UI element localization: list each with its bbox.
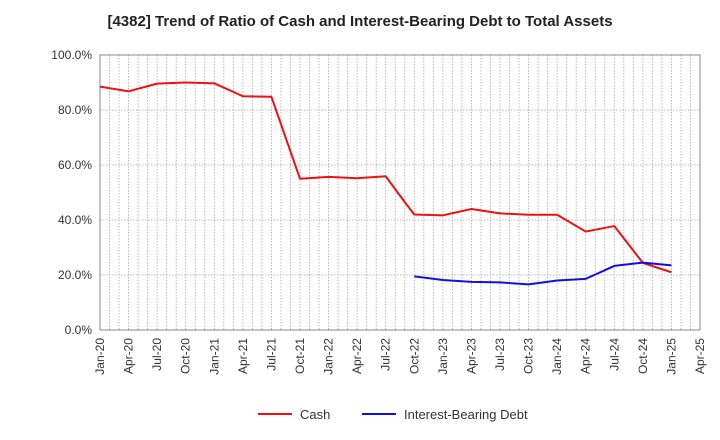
x-tick-label: Apr-24 [579, 338, 593, 374]
plot-frame [99, 54, 701, 331]
x-tick-label: Jul-22 [379, 338, 393, 371]
y-tick-label: 80.0% [58, 103, 92, 117]
axis-layer: 0.0% 20.0% 40.0% 60.0% 80.0% 100.0% Jan-20 Apr-… [51, 48, 707, 375]
x-tick-label: Jan-22 [322, 338, 336, 375]
grid-layer [100, 55, 700, 330]
x-tick-label: Jan-21 [207, 338, 221, 375]
legend-label-0: Cash [300, 407, 330, 422]
legend-label-1: Interest-Bearing Debt [404, 407, 528, 422]
x-tick-label: Oct-23 [522, 338, 536, 374]
y-tick-label: 40.0% [58, 213, 92, 227]
series-line-0 [99, 81, 672, 274]
y-tick-label: 0.0% [65, 323, 93, 337]
x-tick-label: Jul-20 [150, 338, 164, 371]
y-tick-label: 20.0% [58, 268, 92, 282]
x-tick-label: Apr-20 [122, 338, 136, 374]
x-tick-label: Oct-21 [293, 338, 307, 374]
chart-title: [4382] Trend of Ratio of Cash and Intere… [107, 13, 613, 30]
x-tick-label: Jul-24 [607, 338, 621, 371]
y-tick-label: 100.0% [51, 48, 92, 62]
legend: Cash Interest-Bearing Debt [258, 407, 528, 422]
x-tick-label: Apr-22 [350, 338, 364, 374]
x-tick-label: Apr-23 [464, 338, 478, 374]
x-tick-label: Oct-24 [636, 338, 650, 374]
x-tick-label: Oct-20 [179, 338, 193, 374]
x-tick-label: Apr-25 [693, 338, 707, 374]
series-layer [99, 81, 672, 286]
x-tick-label: Jul-21 [264, 338, 278, 371]
x-tick-label: Apr-21 [236, 338, 250, 374]
x-tick-label: Jan-24 [550, 338, 564, 375]
series-line-1 [414, 261, 672, 286]
x-tick-label: Jul-23 [493, 338, 507, 371]
y-tick-label: 60.0% [58, 158, 92, 172]
x-tick-label: Oct-22 [407, 338, 421, 374]
x-tick-label: Jan-20 [93, 338, 107, 375]
x-tick-label: Jan-25 [664, 338, 678, 375]
x-tick-label: Jan-23 [436, 338, 450, 375]
